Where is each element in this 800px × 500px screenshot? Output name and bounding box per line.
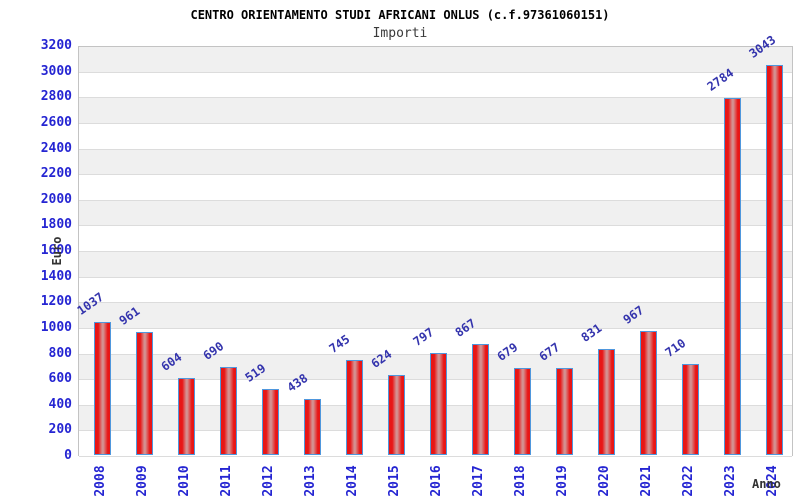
y-axis-title: Euro	[50, 236, 64, 266]
y-tick-label: 400	[48, 396, 72, 412]
y-tick-label: 600	[48, 371, 72, 387]
x-tick-label: 2011	[219, 465, 234, 497]
plot-area: 1037 961 604 690 519 438 745 624 797 867 679 677 831…	[75, 33, 793, 457]
y-tick-label: 3200	[40, 38, 72, 53]
x-tick-label: 2012	[261, 465, 276, 497]
bar-2013	[303, 398, 321, 455]
grid-band	[79, 72, 792, 99]
y-tick-label: 1200	[40, 294, 72, 310]
grid-band	[79, 149, 792, 176]
y-tick-label: 200	[48, 422, 72, 438]
bar-2017	[471, 343, 489, 455]
x-tick-label: 2023	[723, 465, 738, 497]
y-tick-label: 2600	[40, 114, 72, 130]
x-tick-label: 2008	[93, 465, 108, 497]
bar-2019	[555, 368, 573, 455]
grid-band	[79, 98, 792, 124]
bar-2024	[765, 65, 783, 455]
y-tick-label: 1800	[40, 217, 72, 233]
chart-subtitle: Importi	[372, 26, 428, 41]
grid-band	[79, 252, 792, 278]
bar-2018	[513, 368, 531, 455]
grid-band	[79, 175, 792, 201]
x-tick-label: 2009	[135, 465, 150, 497]
x-tick-label: 2019	[555, 465, 570, 497]
y-tick-label: 2800	[40, 89, 72, 105]
y-tick-label: 800	[48, 345, 72, 361]
bar-2009	[135, 331, 153, 455]
bar-2023	[723, 98, 741, 455]
x-tick-label: 2017	[471, 465, 486, 497]
y-tick-label: 2000	[40, 191, 72, 207]
bar-2015	[387, 375, 405, 455]
x-tick-label: 2018	[513, 465, 528, 497]
bar-2021	[639, 331, 657, 455]
x-tick-label: 2013	[303, 465, 318, 497]
x-tick-label: 2016	[429, 465, 444, 497]
x-tick-label: 2010	[177, 465, 192, 497]
x-tick-label: 2015	[387, 465, 402, 497]
bar-2016	[429, 352, 447, 455]
grid-band	[79, 200, 792, 227]
bar-2010	[177, 377, 195, 455]
x-axis-title: Anno	[752, 477, 781, 491]
y-tick-label: 1400	[40, 268, 72, 284]
y-tick-label: 0	[64, 448, 72, 463]
grid-band	[79, 47, 792, 73]
bar-2012	[261, 388, 279, 455]
grid-band	[79, 123, 792, 150]
y-tick-label: 2400	[40, 140, 72, 156]
bar-2020	[597, 348, 615, 455]
y-tick-label: 1000	[40, 319, 72, 335]
x-tick-label: 2021	[639, 465, 654, 497]
y-tick-label: 3000	[40, 63, 72, 79]
x-tick-label: 2020	[597, 465, 612, 497]
x-tick-label: 2022	[681, 465, 696, 497]
y-tick-label: 1600	[40, 243, 72, 258]
bar-2011	[219, 366, 237, 455]
bar-2008	[93, 322, 111, 455]
x-tick-label: 2014	[345, 465, 360, 497]
bar-2014	[345, 359, 363, 455]
chart-title: CENTRO ORIENTAMENTO STUDI AFRICANI ONLUS…	[190, 8, 610, 22]
bar-2022	[681, 364, 699, 455]
grid-band	[79, 226, 792, 252]
grid-band	[79, 303, 792, 329]
y-tick-label: 2200	[40, 166, 72, 182]
grid-band	[79, 277, 792, 304]
